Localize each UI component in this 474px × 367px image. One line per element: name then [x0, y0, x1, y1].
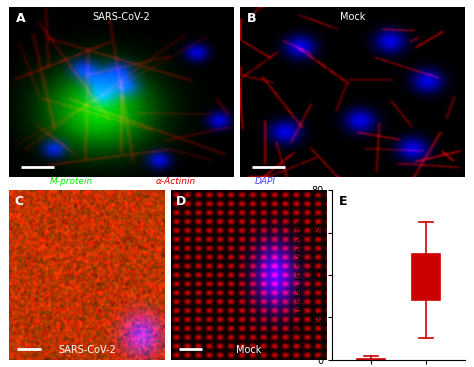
Y-axis label: % nuclei in syncytia: % nuclei in syncytia [295, 219, 305, 331]
Text: DAPI: DAPI [255, 177, 276, 186]
Text: E: E [339, 195, 347, 208]
Text: D: D [175, 195, 186, 208]
PathPatch shape [412, 254, 440, 300]
Text: B: B [247, 12, 256, 25]
Text: C: C [14, 195, 23, 208]
Text: Mock: Mock [340, 12, 365, 22]
Text: M-protein: M-protein [49, 177, 93, 186]
Text: SARS-CoV-2: SARS-CoV-2 [58, 345, 116, 355]
PathPatch shape [357, 359, 385, 360]
Text: Mock: Mock [236, 345, 261, 355]
Text: A: A [16, 12, 26, 25]
Text: α-Actinin: α-Actinin [155, 177, 195, 186]
Text: SARS-CoV-2: SARS-CoV-2 [93, 12, 150, 22]
